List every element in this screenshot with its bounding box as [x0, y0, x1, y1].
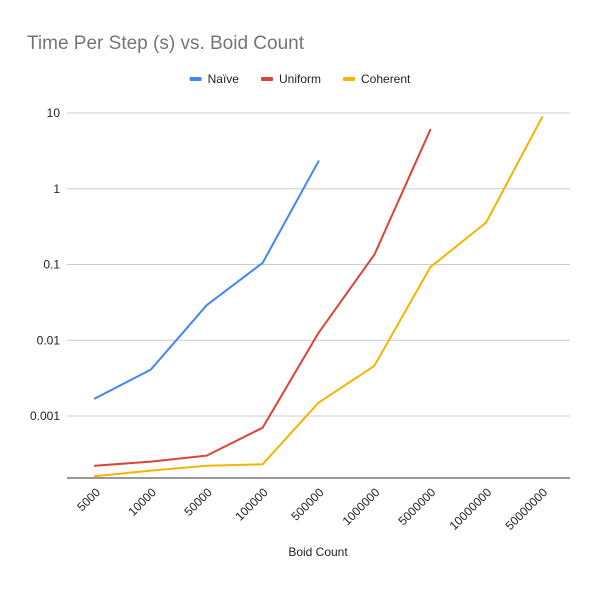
y-tick-label: 0.001	[30, 409, 60, 423]
x-axis-ticks: 5000 10000 50000 100000 500000 1000000 5000000…	[74, 485, 550, 533]
legend-label: Uniform	[279, 72, 321, 86]
legend-label: Coherent	[361, 72, 411, 86]
y-tick-label: 0.01	[37, 333, 61, 347]
series-line-na-ve	[93, 160, 320, 400]
x-tick-label: 1000000	[340, 485, 383, 528]
legend-swatch	[189, 77, 202, 81]
y-tick-label: 1	[53, 182, 60, 196]
series-line-uniform	[93, 128, 432, 467]
legend-swatch	[260, 77, 273, 81]
y-axis-ticks: 0.001 0.01 0.1 1 10	[30, 106, 60, 423]
series-line-coherent	[93, 116, 544, 478]
y-tick-label: 10	[47, 106, 61, 120]
x-tick-label: 5000000	[395, 485, 438, 528]
x-tick-label: 100000	[233, 485, 271, 523]
chart-title: Time Per Step (s) vs. Boid Count	[27, 33, 305, 54]
x-tick-label: 50000	[181, 485, 215, 519]
series-lines	[93, 116, 544, 478]
legend: Naïve Uniform Coherent	[189, 72, 411, 86]
legend-swatch	[343, 77, 355, 81]
x-axis-title: Boid Count	[288, 545, 348, 559]
x-tick-label: 10000000	[447, 485, 495, 533]
x-tick-label: 10000	[125, 485, 159, 519]
x-tick-label: 50000000	[503, 485, 551, 533]
grid	[67, 112, 570, 417]
x-tick-label: 5000	[74, 485, 103, 514]
y-tick-label: 0.1	[43, 258, 60, 272]
legend-label: Naïve	[208, 72, 240, 86]
x-tick-label: 500000	[288, 485, 326, 523]
